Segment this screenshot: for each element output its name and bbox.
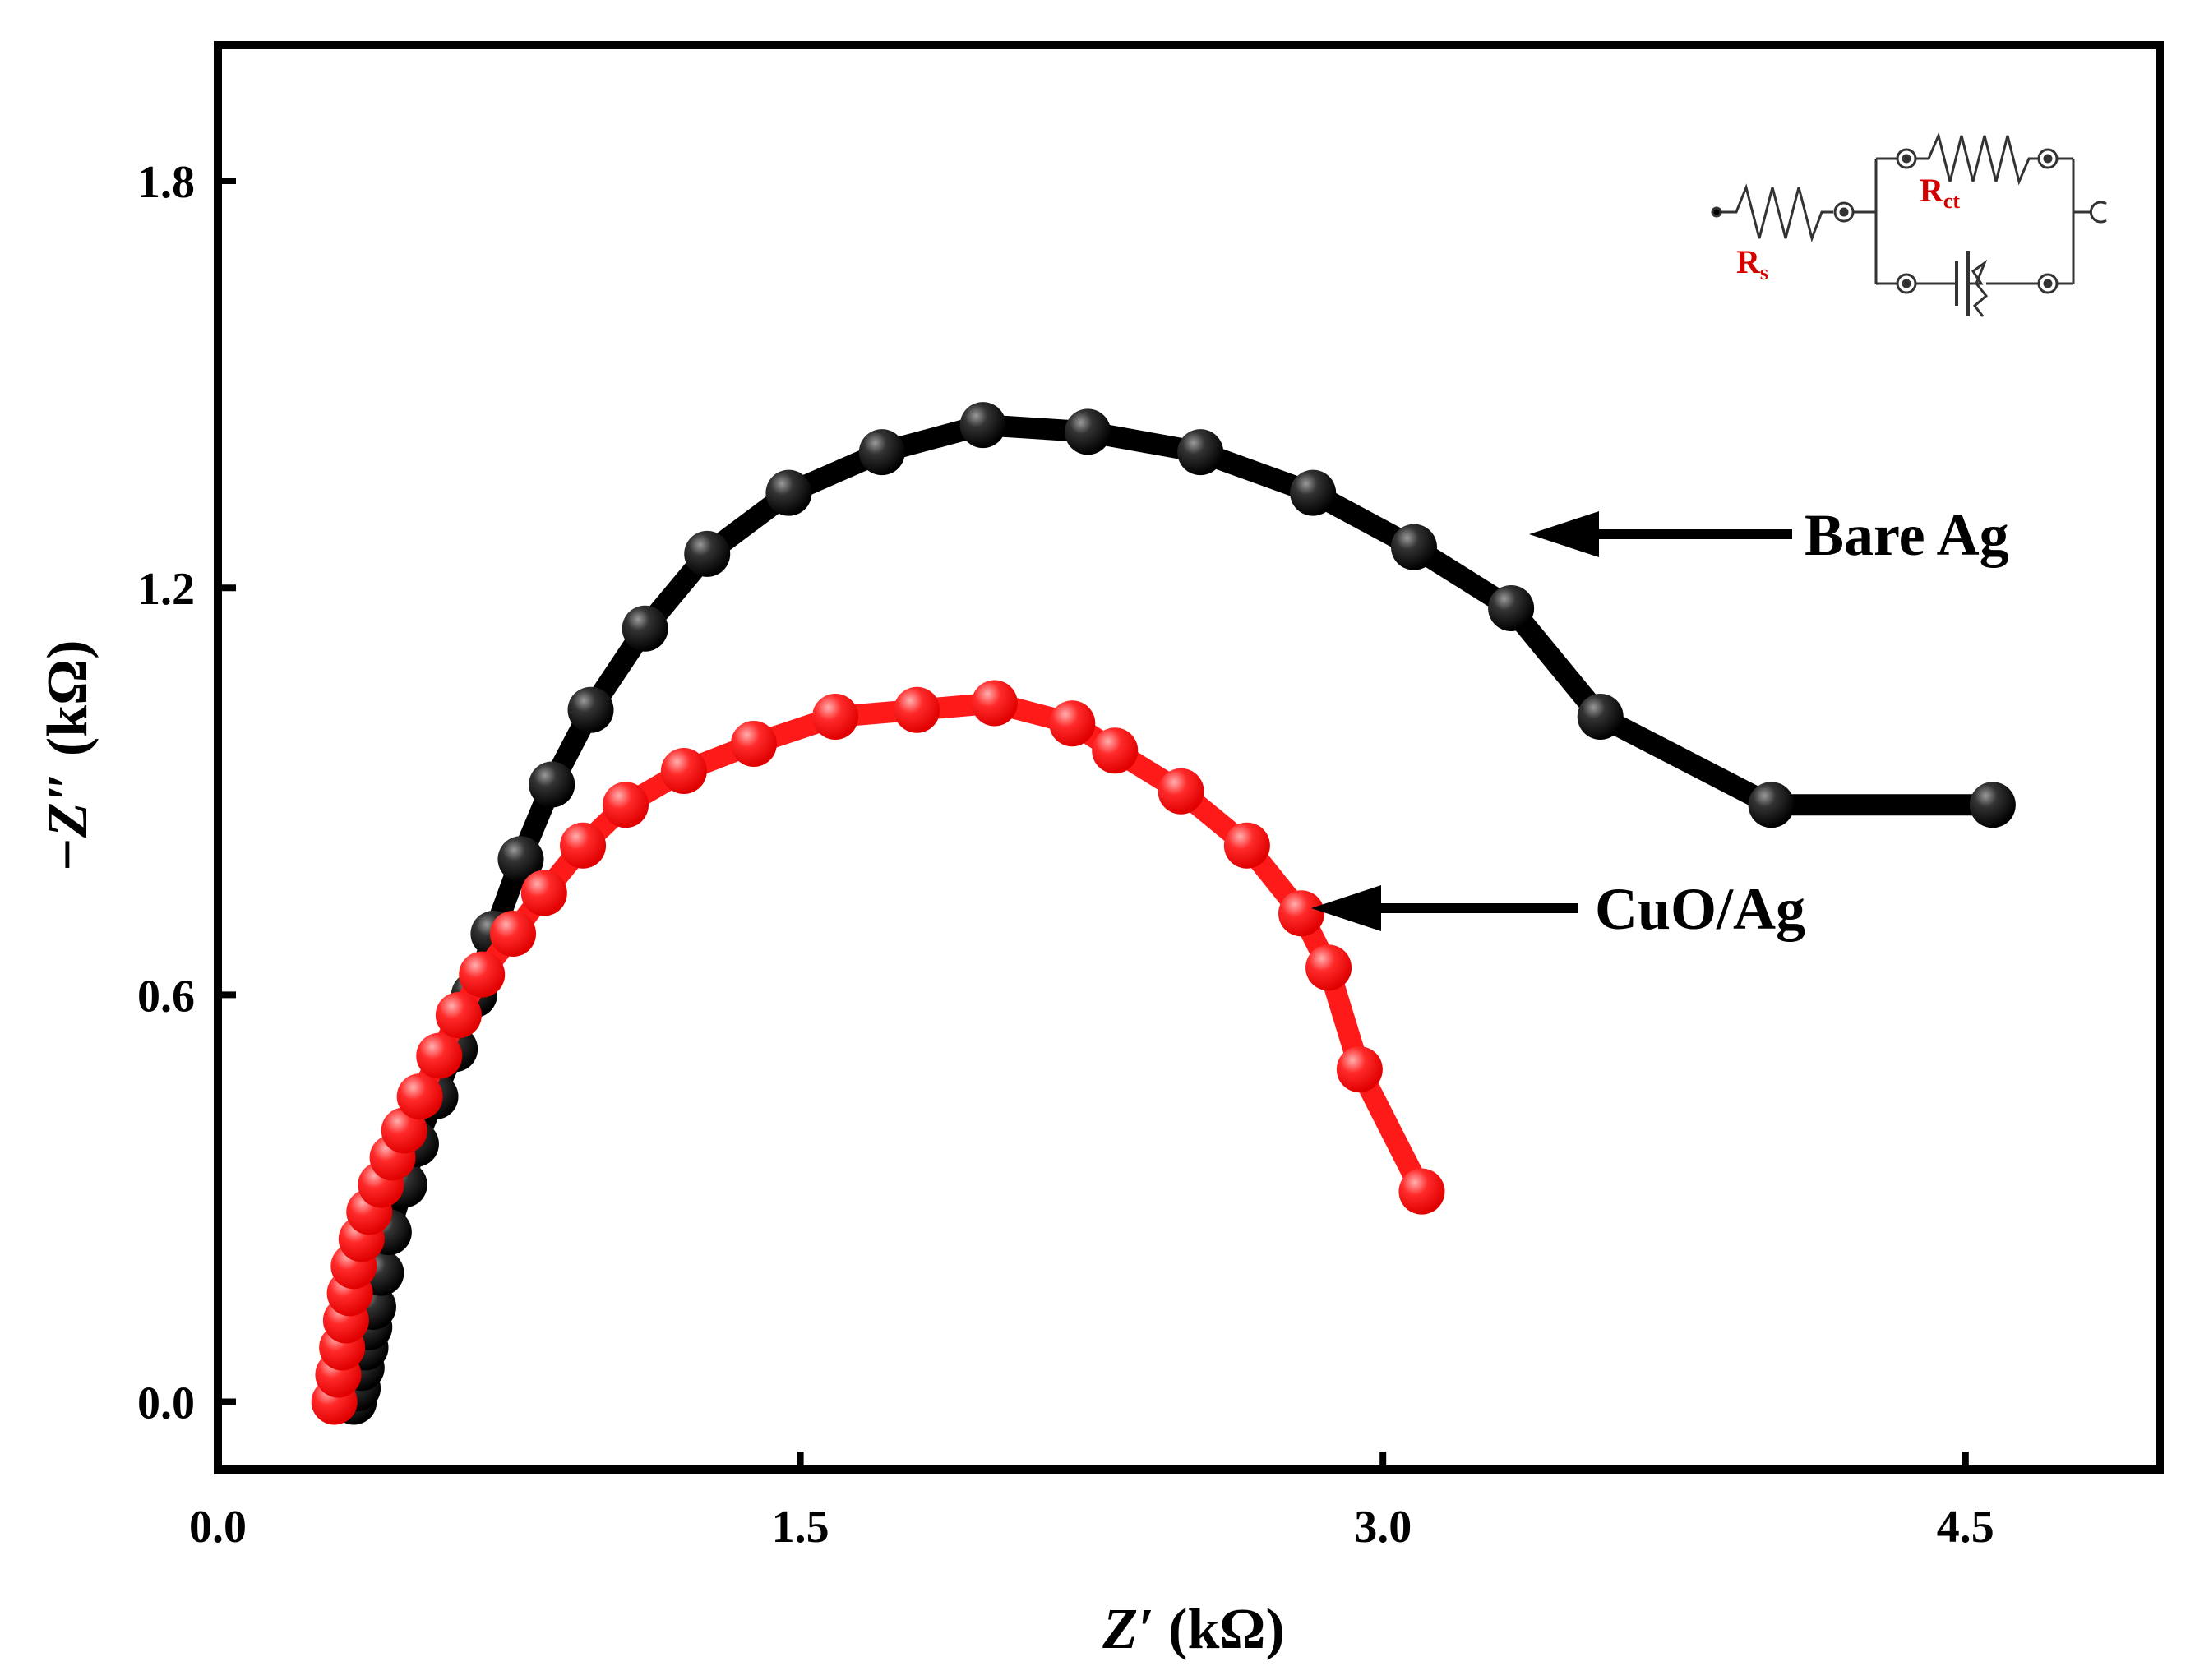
data-point-bare-ag: [567, 686, 614, 733]
circuit-node-dot: [1902, 154, 1911, 164]
data-point-cuo-ag: [730, 720, 777, 767]
annotation-label-cuo-ag: CuO/Ag: [1595, 876, 1805, 942]
data-point-bare-ag: [765, 469, 812, 516]
y-tick-label: 0.0: [137, 1378, 195, 1428]
data-point-bare-ag: [622, 605, 668, 652]
y-tick-label: 1.8: [137, 157, 195, 208]
plot-frame: [214, 41, 2164, 1474]
data-point-cuo-ag: [1223, 822, 1270, 869]
series-layer: [311, 402, 2016, 1425]
data-point-bare-ag: [1748, 782, 1795, 828]
data-point-cuo-ag: [459, 951, 506, 998]
annotation-bare-ag: Bare Ag: [1529, 502, 2009, 568]
data-point-bare-ag: [1065, 408, 1111, 455]
circuit-node-dot: [1902, 279, 1911, 288]
data-point-cuo-ag: [1278, 890, 1324, 937]
x-axis-title: Z′ (kΩ): [1102, 1598, 1285, 1661]
data-point-cuo-ag: [560, 822, 607, 869]
y-tick-label: 1.2: [137, 564, 195, 615]
circuit-resistor-rs: [1721, 183, 1833, 242]
circuit-terminal-left: [1711, 206, 1722, 218]
y-axis-ticks: 0.0 0.6 1.2 1.8: [137, 157, 236, 1428]
series-line-cuo-ag: [323, 692, 1433, 1413]
data-point-bare-ag: [1290, 469, 1337, 516]
series-markers-cuo-ag: [311, 680, 1445, 1425]
x-axis-title-unit: (kΩ): [1154, 1598, 1285, 1661]
annotation-cuo-ag: CuO/Ag: [1311, 876, 1805, 942]
x-tick-label: 1.5: [772, 1502, 829, 1553]
annotation-arrowhead-bare-ag: [1529, 511, 1599, 557]
data-point-cuo-ag: [1092, 727, 1139, 774]
data-point-bare-ag: [497, 836, 544, 883]
data-point-bare-ag: [1577, 693, 1624, 740]
x-tick-label: 0.0: [189, 1502, 247, 1553]
x-tick-label: 4.5: [1937, 1502, 1994, 1553]
data-point-cuo-ag: [1049, 700, 1096, 747]
data-point-bare-ag: [529, 761, 575, 808]
x-axis-ticks: 0.0 1.5 3.0 4.5: [189, 1452, 1994, 1553]
data-point-bare-ag: [959, 402, 1006, 449]
annotation-label-bare-ag: Bare Ag: [1805, 502, 2009, 568]
annotation-arrowhead-cuo-ag: [1311, 885, 1381, 931]
data-point-cuo-ag: [435, 992, 482, 1039]
data-point-bare-ag: [1177, 429, 1224, 476]
circuit-label-rs: Rs: [1736, 243, 1768, 284]
data-point-bare-ag: [1969, 782, 2016, 828]
data-point-cuo-ag: [603, 782, 649, 828]
data-point-bare-ag: [1390, 524, 1437, 570]
x-tick-label: 3.0: [1354, 1502, 1412, 1553]
equivalent-circuit-inset: [1711, 132, 2107, 317]
circuit-node-dot: [2043, 279, 2053, 288]
circuit-node-dot: [2043, 154, 2053, 164]
circuit-terminal-right: [2089, 201, 2107, 224]
data-point-bare-ag: [858, 429, 905, 476]
data-point-cuo-ag: [416, 1032, 463, 1079]
y-tick-label: 0.6: [137, 971, 195, 1022]
data-point-bare-ag: [1488, 584, 1535, 631]
circuit-label-rct: Rct: [1920, 172, 1960, 213]
y-axis-title-unit: (kΩ): [36, 640, 99, 771]
data-point-bare-ag: [684, 530, 731, 577]
data-point-cuo-ag: [1158, 768, 1204, 815]
y-axis-title-symbol: −Z″: [36, 771, 99, 873]
circuit-node-dot: [1839, 207, 1849, 217]
data-point-cuo-ag: [396, 1073, 443, 1120]
y-axis-title: −Z″ (kΩ): [36, 640, 99, 873]
data-point-cuo-ag: [894, 686, 940, 733]
data-point-cuo-ag: [1336, 1046, 1383, 1093]
circuit-cpe-element: [1968, 259, 1989, 317]
data-point-cuo-ag: [490, 911, 537, 958]
x-axis-title-symbol: Z′: [1102, 1598, 1153, 1661]
data-point-cuo-ag: [520, 870, 567, 916]
data-point-cuo-ag: [1305, 944, 1352, 991]
data-point-cuo-ag: [812, 693, 859, 740]
data-point-cuo-ag: [660, 748, 707, 795]
data-point-cuo-ag: [1398, 1168, 1445, 1215]
circuit-resistor-rct: [1915, 132, 2039, 186]
data-point-cuo-ag: [971, 680, 1018, 727]
